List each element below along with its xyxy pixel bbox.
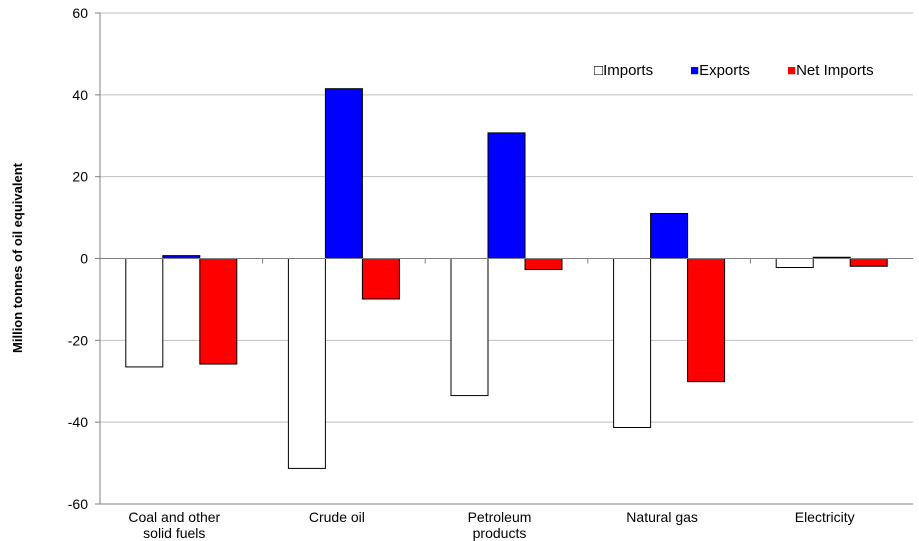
bar-imports bbox=[287, 258, 326, 469]
category-label: Coal and other solid fuels bbox=[128, 509, 220, 541]
legend-item: ■Exports bbox=[690, 62, 750, 79]
bar-net-imports bbox=[687, 258, 726, 383]
bar-net-imports bbox=[849, 258, 888, 267]
bar-imports bbox=[450, 258, 489, 397]
bar-imports bbox=[613, 258, 652, 428]
category-label: Petroleum products bbox=[468, 509, 532, 541]
y-tick-label: 0 bbox=[80, 251, 88, 267]
y-axis-label: Million tonnes of oil equivalent bbox=[10, 162, 25, 353]
legend-item: □Imports bbox=[594, 62, 653, 79]
y-tick-label: 60 bbox=[72, 5, 88, 21]
y-tick-label: 40 bbox=[72, 87, 88, 103]
category-label: Crude oil bbox=[309, 509, 365, 525]
bar-exports bbox=[324, 88, 363, 259]
y-tick-labels: 60 40 20 0 -20 -40 -60 bbox=[68, 5, 88, 512]
y-tick-label: -40 bbox=[68, 414, 88, 430]
y-tick-label: -60 bbox=[68, 496, 88, 512]
y-tick-label: -20 bbox=[68, 332, 88, 348]
category-label: Natural gas bbox=[626, 509, 698, 525]
axes bbox=[99, 13, 913, 505]
bar-exports bbox=[650, 212, 689, 260]
category-label: Electricity bbox=[795, 509, 855, 525]
bars bbox=[125, 88, 888, 469]
legend: □Imports ■Exports ■Net Imports bbox=[594, 62, 874, 79]
category-labels: Coal and other solid fuels Crude oil Petrol… bbox=[128, 509, 854, 541]
bar-net-imports bbox=[199, 258, 238, 365]
bar-exports bbox=[487, 132, 526, 259]
bar-net-imports bbox=[361, 258, 400, 300]
y-tick-label: 20 bbox=[72, 169, 88, 185]
bar-imports bbox=[775, 258, 814, 269]
legend-item: ■Net Imports bbox=[787, 62, 874, 79]
bar-imports bbox=[125, 258, 164, 368]
bar-net-imports bbox=[524, 258, 563, 271]
